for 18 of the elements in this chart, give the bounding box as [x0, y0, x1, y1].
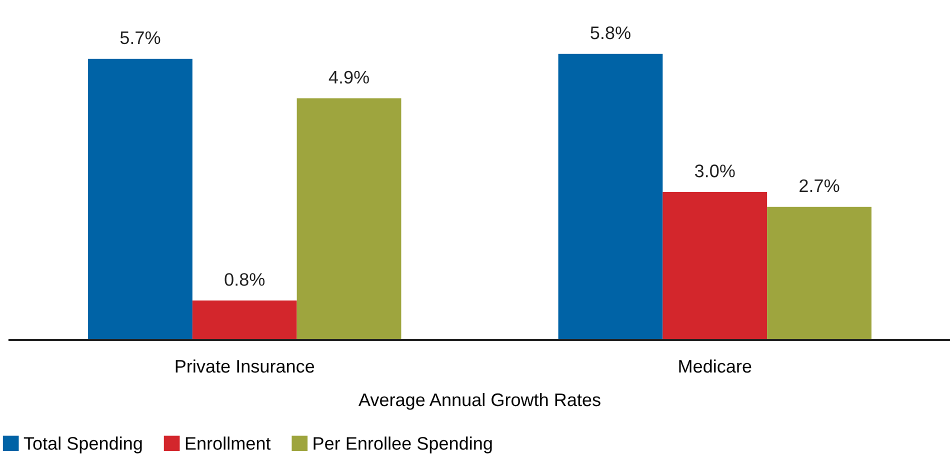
x-tick-label: Medicare — [679, 359, 752, 373]
data-label: 2.7% — [800, 179, 840, 192]
data-label: 5.8% — [590, 26, 630, 40]
bar — [88, 58, 192, 340]
bar — [662, 192, 768, 340]
bar — [296, 98, 402, 340]
legend-label: Total Spending — [24, 436, 142, 454]
legend-label: Enrollment — [186, 436, 271, 450]
data-label: 0.8% — [224, 273, 265, 286]
data-label: 5.7% — [120, 31, 160, 44]
bar — [192, 300, 297, 340]
x-tick-label: Private Insurance — [176, 359, 314, 373]
legend-label: Per Enrollee Spending — [314, 436, 492, 454]
data-label: 4.9% — [328, 70, 369, 84]
data-label: 3.0% — [694, 164, 735, 178]
bar — [558, 54, 663, 340]
bar — [767, 206, 872, 340]
x-axis-title: Average Annual Growth Rates — [358, 392, 600, 410]
